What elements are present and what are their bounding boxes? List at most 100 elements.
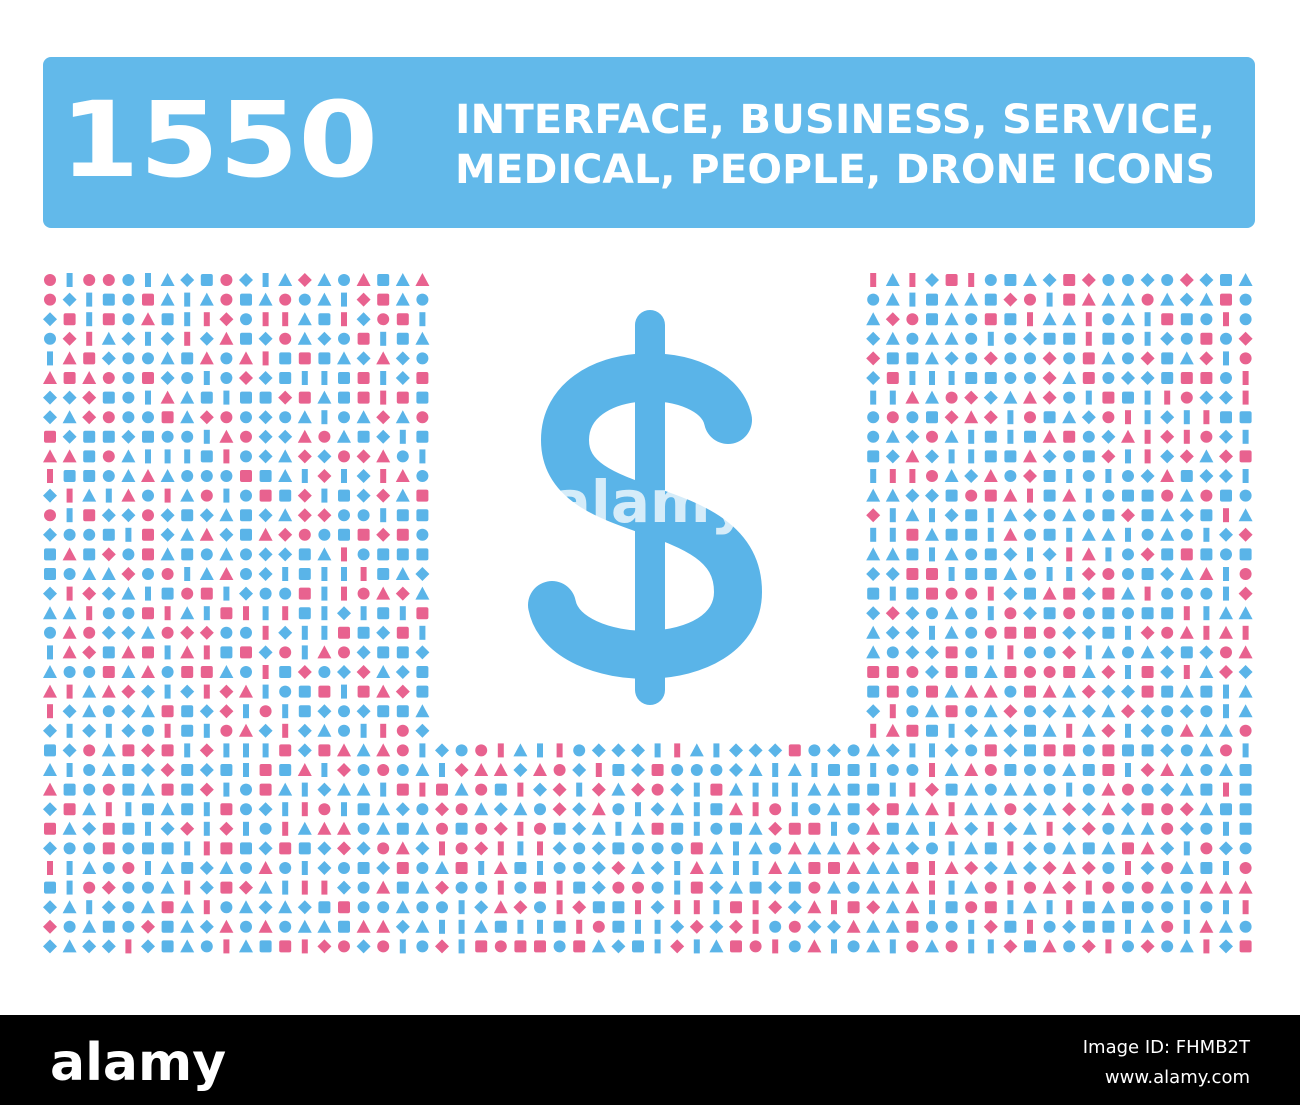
icon: [1082, 901, 1095, 914]
icon: [377, 842, 390, 855]
icon: [748, 821, 763, 835]
icon: [1122, 352, 1134, 365]
icon: [1144, 331, 1151, 346]
icon: [318, 313, 331, 326]
icon: [944, 351, 959, 366]
icon: [377, 568, 390, 580]
icon: [1161, 587, 1174, 600]
icon: [886, 352, 899, 365]
icon: [611, 939, 626, 954]
icon: [102, 430, 115, 443]
icon: [282, 606, 289, 621]
icon: [1179, 449, 1194, 464]
icon: [439, 763, 445, 777]
icon: [1239, 313, 1252, 326]
icon: [1141, 528, 1154, 541]
icon: [203, 312, 210, 327]
icon: [63, 842, 76, 855]
icon: [219, 312, 234, 327]
icon: [44, 881, 56, 894]
icon: [1043, 528, 1056, 541]
icon: [1125, 861, 1131, 875]
icon: [925, 273, 939, 287]
icon: [321, 880, 328, 895]
icon: [1180, 646, 1193, 659]
icon: [321, 606, 328, 621]
icon: [885, 723, 900, 737]
icon: [964, 390, 979, 405]
icon: [929, 547, 935, 562]
icon: [906, 940, 919, 953]
icon: [258, 292, 273, 306]
icon: [867, 685, 880, 698]
icon: [906, 724, 919, 737]
icon: [282, 567, 289, 581]
icon: [964, 782, 979, 796]
icon: [141, 625, 155, 639]
image-id: Image ID: FHMB2T: [1083, 1037, 1251, 1058]
icon: [885, 449, 900, 464]
icon: [905, 429, 920, 444]
icon: [1042, 861, 1057, 875]
icon: [356, 939, 371, 954]
icon: [866, 331, 881, 346]
icon: [1179, 488, 1194, 502]
banner-line: INTERFACE, BUSINESS, SERVICE,: [455, 97, 1215, 143]
icon: [1023, 606, 1037, 621]
icon: [317, 782, 332, 797]
icon: [965, 332, 978, 345]
icon: [983, 390, 998, 405]
icon: [122, 391, 135, 404]
icon: [102, 313, 115, 326]
icon: [105, 488, 112, 503]
icon: [1062, 802, 1077, 817]
icon: [1101, 351, 1116, 365]
watermark: alamy: [552, 468, 748, 536]
icon: [591, 802, 606, 816]
icon: [572, 900, 587, 915]
icon: [709, 841, 724, 855]
icon: [1144, 586, 1151, 601]
icon: [357, 764, 370, 776]
icon: [318, 803, 331, 816]
icon: [455, 822, 468, 835]
icon: [220, 626, 233, 639]
icon: [1180, 470, 1193, 482]
icon: [1062, 488, 1077, 502]
icon: [63, 372, 76, 384]
icon: [63, 568, 76, 580]
icon: [1003, 704, 1018, 719]
icon: [1101, 645, 1116, 659]
icon: [1023, 782, 1037, 796]
icon: [1062, 841, 1077, 855]
icon: [1180, 744, 1193, 757]
icon: [259, 783, 272, 796]
icon: [1004, 352, 1017, 365]
icon: [341, 292, 347, 307]
icon: [1179, 821, 1194, 836]
icon: [240, 430, 252, 443]
icon: [219, 567, 234, 580]
icon: [1141, 881, 1154, 894]
icon: [670, 802, 685, 816]
icon: [926, 920, 938, 933]
icon: [1042, 704, 1057, 719]
icon: [1199, 919, 1214, 933]
icon: [239, 371, 253, 385]
icon: [1238, 665, 1253, 679]
icon: [1102, 626, 1115, 639]
icon: [1082, 450, 1095, 463]
icon: [439, 919, 445, 934]
icon: [1081, 802, 1096, 817]
icon: [180, 645, 195, 659]
icon: [1242, 390, 1249, 405]
icon: [396, 744, 409, 757]
icon: [752, 861, 759, 875]
icon: [1066, 547, 1073, 562]
icon: [552, 782, 567, 797]
icon: [62, 351, 77, 365]
icon: [475, 744, 488, 757]
icon: [866, 312, 881, 326]
icon: [1223, 586, 1229, 601]
icon: [984, 372, 997, 384]
